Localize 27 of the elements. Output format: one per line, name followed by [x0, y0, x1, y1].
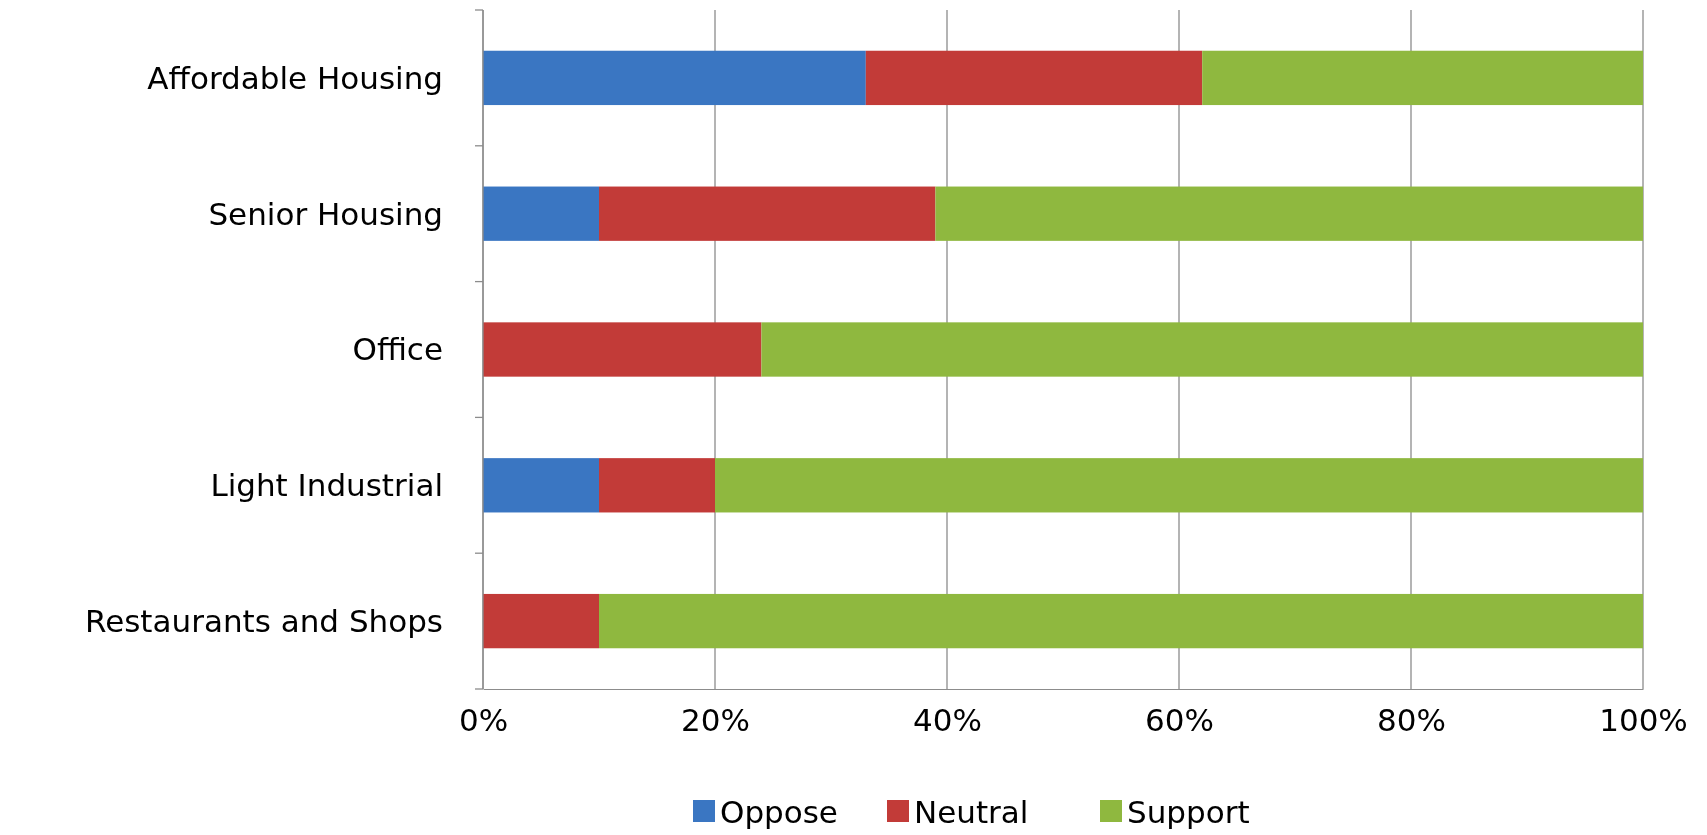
x-tick-label: 100%	[1599, 702, 1688, 739]
legend-label: Neutral	[914, 793, 1029, 830]
bar	[599, 458, 715, 513]
y-tick-label: Restaurants and Shops	[84, 602, 443, 639]
y-tick-label: Senior Housing	[208, 195, 443, 232]
y-tick-label: Office	[352, 331, 443, 368]
bar	[599, 593, 1643, 649]
x-tick-label: 80%	[1377, 702, 1446, 739]
bar	[483, 322, 762, 377]
y-tick-label: Affordable Housing	[147, 59, 443, 96]
bar	[935, 186, 1643, 241]
bar	[865, 50, 1203, 106]
x-tick-label: 20%	[681, 702, 750, 739]
legend-label: Oppose	[720, 793, 838, 830]
x-tick-label: 0%	[458, 702, 509, 739]
legend-label: Support	[1127, 793, 1250, 830]
bar	[483, 593, 599, 649]
bar	[715, 458, 1643, 513]
y-tick-label: Light Industrial	[210, 467, 443, 504]
x-tick-label: 40%	[913, 702, 982, 739]
bar	[483, 50, 866, 106]
bar	[483, 186, 599, 241]
x-tick-label: 60%	[1145, 702, 1214, 739]
bar	[599, 186, 936, 241]
bar	[761, 322, 1643, 377]
bar	[1202, 50, 1643, 106]
bar	[483, 458, 599, 513]
